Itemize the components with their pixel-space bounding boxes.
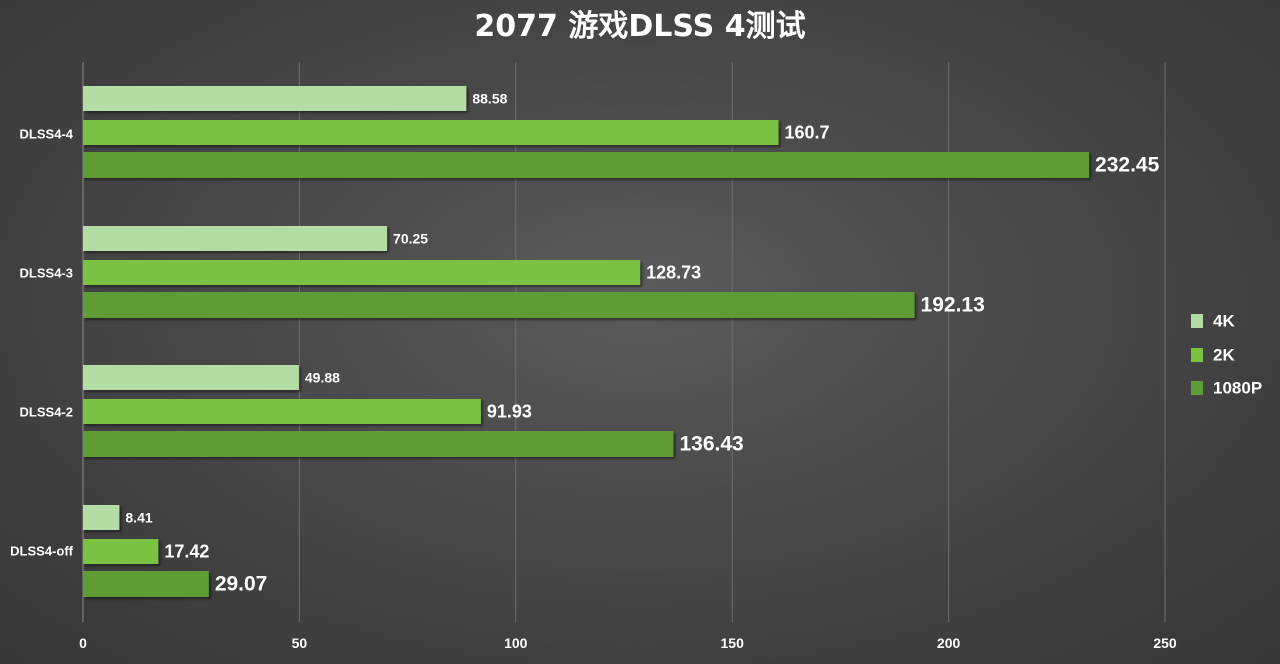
data-label: 88.58 [472, 91, 507, 107]
x-tick-label: 0 [79, 635, 87, 651]
data-label: 160.7 [785, 123, 830, 143]
bar-2k [83, 120, 779, 145]
legend-swatch [1191, 381, 1203, 395]
bar-4k [83, 226, 388, 251]
bar-1080p [83, 571, 209, 597]
x-tick-label: 250 [1153, 635, 1177, 651]
data-label: 192.13 [921, 294, 985, 317]
category-label: DLSS4-off [10, 544, 74, 559]
category-labels: DLSS4-4 DLSS4-3 DLSS4-2 DLSS4-off [10, 127, 74, 559]
legend-swatch [1191, 314, 1203, 328]
x-tick-label: 150 [721, 635, 745, 651]
x-axis-ticks: 0 50 100 150 200 250 [79, 635, 1177, 651]
bar-4k [83, 365, 299, 390]
category-label: DLSS4-3 [20, 266, 73, 281]
bar-2k [83, 539, 159, 564]
data-label: 8.41 [125, 510, 152, 526]
legend-label: 1080P [1213, 379, 1262, 398]
x-tick-label: 200 [937, 635, 961, 651]
data-label: 49.88 [305, 370, 340, 386]
data-label: 91.93 [487, 402, 532, 422]
data-label: 17.42 [164, 542, 209, 562]
x-tick-label: 100 [504, 635, 528, 651]
bar-4k [83, 505, 120, 530]
data-labels: 88.58 160.7 232.45 70.25 128.73 192.13 49.88 91… [125, 91, 1159, 596]
bar-1080p [83, 431, 674, 457]
gridlines [298, 62, 1166, 622]
data-label: 29.07 [215, 573, 268, 596]
bar-2k [83, 260, 641, 285]
legend: 4K 2K 1080P [1191, 312, 1262, 398]
data-label: 128.73 [646, 263, 701, 283]
x-tick-label: 50 [292, 635, 308, 651]
legend-label: 2K [1213, 346, 1235, 365]
bar-1080p [83, 152, 1090, 178]
bars [83, 86, 1090, 597]
bar-4k [83, 86, 467, 111]
bar-2k [83, 399, 481, 424]
legend-label: 4K [1213, 312, 1235, 331]
data-label: 232.45 [1095, 154, 1160, 177]
bar-1080p [83, 292, 915, 318]
category-label: DLSS4-2 [20, 405, 73, 420]
legend-swatch [1191, 348, 1203, 362]
data-label: 70.25 [393, 231, 428, 247]
chart-title: 2077 游戏DLSS 4测试 [474, 9, 806, 44]
data-label: 136.43 [679, 433, 743, 456]
category-label: DLSS4-4 [20, 127, 74, 142]
